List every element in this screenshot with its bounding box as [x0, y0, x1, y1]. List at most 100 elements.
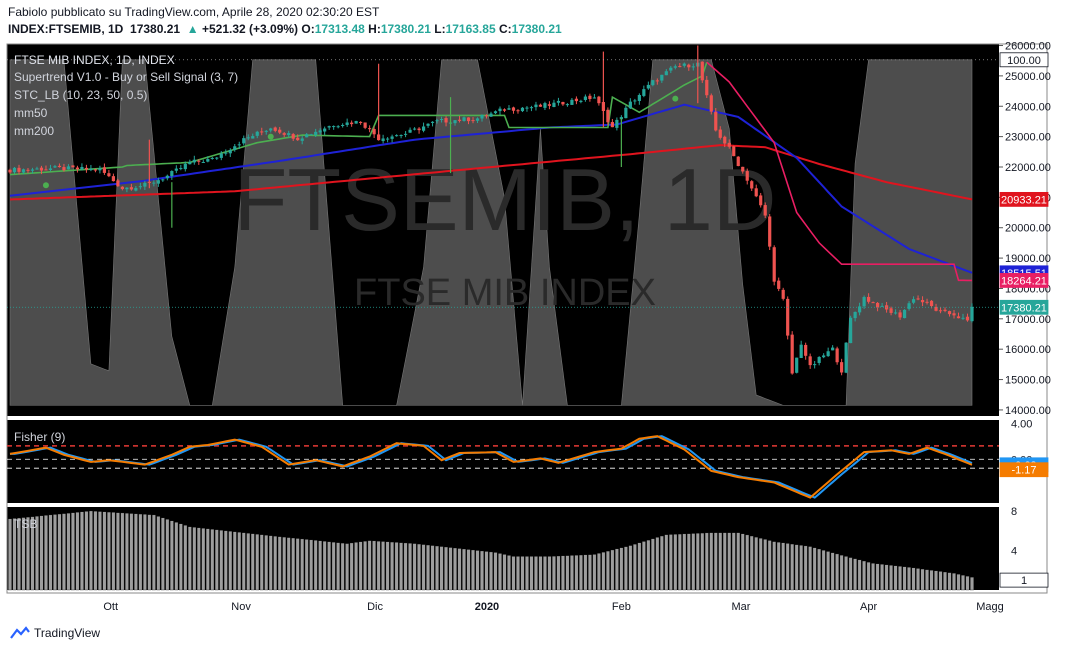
- candle-body: [48, 168, 53, 170]
- tsb-bar: [223, 530, 228, 591]
- symbol[interactable]: INDEX:FTSEMIB, 1D: [8, 22, 124, 36]
- tsb-bar: [502, 554, 507, 591]
- tsb-bar: [71, 512, 75, 591]
- tsb-bar: [345, 543, 349, 591]
- tsb-bar: [484, 551, 489, 591]
- tsb-bar: [668, 534, 673, 591]
- tsb-bar: [817, 548, 822, 591]
- tsb-tag-box: [999, 572, 1049, 588]
- tsb-bar: [147, 514, 152, 591]
- candle-body: [822, 355, 826, 358]
- candle-body: [858, 306, 862, 313]
- candle-body: [192, 159, 196, 163]
- legend-tsb[interactable]: TSB: [14, 517, 38, 531]
- candle-body: [507, 108, 511, 110]
- legend-title: FTSE MIB INDEX, 1D, INDEX: [14, 53, 175, 67]
- tsb-bar: [192, 527, 197, 591]
- candle-body: [475, 118, 480, 121]
- legend-mm50[interactable]: mm50: [14, 106, 48, 120]
- tsb-bar: [731, 532, 736, 591]
- tsb-bar: [534, 556, 538, 591]
- candle-body: [610, 122, 614, 128]
- candle-body: [889, 308, 893, 313]
- candle-body: [561, 101, 565, 105]
- tsb-bar: [749, 535, 754, 591]
- candle-body: [754, 188, 758, 197]
- tsb-bar: [893, 565, 898, 591]
- candle-body: [341, 124, 345, 126]
- tsb-bar: [916, 568, 920, 591]
- buy-signal-dot: [672, 95, 679, 102]
- tsb-bar: [808, 546, 813, 591]
- candle-body: [251, 136, 255, 139]
- candle-body: [952, 313, 956, 316]
- tsb-bar: [259, 534, 264, 591]
- tsb-bar: [8, 518, 12, 591]
- tsb-bar: [349, 542, 354, 591]
- candle-body: [183, 163, 187, 170]
- candle-body: [804, 344, 808, 356]
- fisher-pane: [7, 420, 999, 503]
- low-value: 17163.85: [445, 22, 496, 36]
- tsb-bar: [934, 570, 938, 591]
- tsb-bar: [480, 550, 484, 591]
- candle-body: [309, 134, 313, 136]
- tsb-bar: [160, 517, 165, 591]
- candle-body: [390, 136, 394, 139]
- tsb-bar: [641, 541, 646, 591]
- candle-body: [332, 126, 336, 128]
- candle-body: [417, 128, 421, 131]
- tsb-bar: [889, 565, 893, 591]
- candle-body: [862, 297, 866, 307]
- tsb-histogram: [8, 510, 974, 591]
- tsb-bar: [457, 548, 462, 591]
- tradingview-logo[interactable]: TradingView: [10, 626, 100, 640]
- candle-body: [781, 289, 785, 299]
- tsb-bar: [385, 541, 390, 591]
- candle-body: [116, 180, 120, 187]
- candle-body: [134, 188, 138, 191]
- candle-body: [161, 179, 165, 181]
- tsb-bar: [273, 535, 278, 591]
- supertrend-up-line: [9, 61, 708, 176]
- candle-body: [206, 159, 210, 162]
- tsb-bar: [619, 547, 624, 591]
- publish-info: Fabiolo pubblicato su TradingView.com, A…: [8, 5, 380, 19]
- candle-body: [462, 117, 466, 121]
- candle-body: [745, 171, 749, 181]
- candle-body: [39, 167, 44, 171]
- tsb-bar: [399, 542, 403, 591]
- candle-body: [673, 66, 677, 68]
- candle-body: [844, 342, 848, 373]
- legend-mm200[interactable]: mm200: [14, 124, 55, 138]
- tsb-bar: [754, 536, 759, 591]
- tsb-bar: [772, 541, 777, 591]
- tsb-bar: [574, 555, 579, 591]
- price-tick-label: 15000.00: [1005, 375, 1051, 387]
- tsb-bar: [902, 566, 907, 591]
- candle-body: [920, 299, 925, 303]
- candle-body: [98, 168, 102, 171]
- tsb-bar: [66, 512, 71, 591]
- candle-body: [21, 169, 26, 173]
- legend-supertrend[interactable]: Supertrend V1.0 - Buy or Sell Signal (3,…: [14, 70, 239, 84]
- candle-body: [723, 136, 727, 144]
- tsb-bar: [241, 532, 246, 591]
- legend-stc[interactable]: STC_LB (10, 23, 50, 0.5): [14, 88, 148, 102]
- candle-body: [871, 302, 875, 304]
- candle-body: [480, 114, 484, 119]
- tsb-bar: [763, 539, 768, 591]
- time-axis-label: Mar: [731, 601, 750, 613]
- tsb-bar: [646, 539, 651, 591]
- tsb-bar: [367, 540, 372, 591]
- candle-body: [664, 71, 668, 76]
- price-tick-label: 19000.00: [1005, 253, 1051, 265]
- tsb-bar: [412, 543, 417, 591]
- legend-fisher[interactable]: Fisher (9): [14, 430, 66, 444]
- candle-body: [565, 104, 570, 106]
- tsb-bar: [417, 543, 421, 591]
- candle-body: [71, 165, 75, 168]
- candle-body: [813, 364, 817, 366]
- tsb-bar: [943, 571, 947, 591]
